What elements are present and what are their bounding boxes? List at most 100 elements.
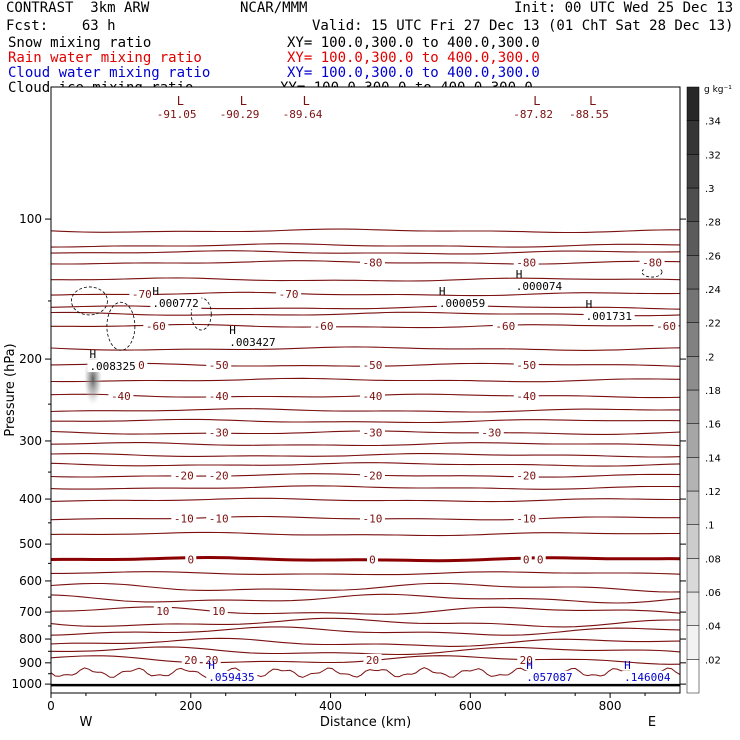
contour-label-bg xyxy=(517,653,536,667)
low-label-bg xyxy=(567,108,614,120)
snow-contour xyxy=(106,301,136,351)
temperature-contour xyxy=(50,593,681,604)
colorbar-swatch xyxy=(686,221,700,256)
temperature-contour-label: 20 xyxy=(184,654,197,667)
field-xy-cloud-water: XY= 100.0,300.0 to 400.0,300.0 xyxy=(287,65,540,81)
y-tick-label: 1000 xyxy=(11,677,42,691)
snow-high-label-bg xyxy=(227,336,279,349)
colorbar-swatch xyxy=(686,322,700,357)
temperature-contour-label: -40 xyxy=(209,390,229,403)
temperature-contour-label: -10 xyxy=(516,512,536,525)
temperature-contour xyxy=(50,485,681,490)
colorbar-swatch xyxy=(686,154,700,189)
snow-high-marker: H xyxy=(516,268,523,281)
colorbar-label: .02 xyxy=(705,655,721,666)
low-value: -90.29 xyxy=(220,108,260,121)
colorbar-swatch xyxy=(686,120,700,155)
snow-high-label-bg xyxy=(436,296,488,309)
contour-label-bg xyxy=(363,653,382,667)
header-fcst: Fcst: 63 h xyxy=(6,18,116,34)
colorbar-label: .32 xyxy=(705,150,721,161)
colorbar-label: .16 xyxy=(705,420,721,431)
header-org: NCAR/MMM xyxy=(240,0,308,16)
contour-label-bg xyxy=(311,320,337,334)
temperature-contour-label: -10 xyxy=(174,512,194,525)
y-tick-label: 200 xyxy=(19,352,42,366)
temperature-contour-label: -10 xyxy=(209,512,229,525)
contour-label-bg xyxy=(513,256,539,270)
field-label-snow: Snow mixing ratio xyxy=(8,35,152,51)
temperature-contour-label: 0 xyxy=(369,553,376,566)
temperature-contour-label: -80 xyxy=(363,257,383,270)
temperature-contour-label: -80 xyxy=(642,257,662,270)
temperature-contour-label: -40 xyxy=(111,390,131,403)
temperature-contour xyxy=(50,346,681,351)
ice-high-marker: H xyxy=(89,348,96,361)
temperature-contour-label: 20 xyxy=(366,654,379,667)
temperature-contour xyxy=(50,243,681,248)
contour-label-bg xyxy=(366,553,378,567)
low-marker: L xyxy=(240,94,247,108)
colorbar-swatch xyxy=(686,558,700,593)
field-label-cloud-water: Cloud water mixing ratio xyxy=(8,65,211,81)
temperature-contour-label: -80 xyxy=(516,257,536,270)
temperature-contour--70 xyxy=(50,291,681,297)
contour-label-bg xyxy=(209,605,228,619)
contour-label-bg xyxy=(639,256,665,270)
temperature-contour-label: -20 xyxy=(516,470,536,483)
contour-label-bg xyxy=(359,469,385,483)
temperature-contour-label: 20 xyxy=(520,654,533,667)
temperature-contour-label: -70 xyxy=(279,288,299,301)
colorbar-swatch xyxy=(686,457,700,492)
y-axis-label: Pressure (hPa) xyxy=(3,343,18,436)
y-tick-label: 400 xyxy=(19,492,42,506)
colorbar-label: .04 xyxy=(705,622,721,633)
temperature-contour-label: -10 xyxy=(363,512,383,525)
snow-high-label-bg xyxy=(150,296,202,309)
temperature-contour-label: -30 xyxy=(363,427,383,440)
colorbar-label: .28 xyxy=(705,218,721,229)
temperature-contour-label: 10 xyxy=(156,605,169,618)
y-tick-label: 100 xyxy=(19,212,42,226)
temperature-contour-label: -50 xyxy=(209,359,229,372)
colorbar-unit: g kg⁻¹ xyxy=(704,85,732,95)
low-label-bg xyxy=(154,108,201,120)
colorbar-label: .06 xyxy=(705,588,721,599)
contour-label-bg xyxy=(359,359,385,373)
temperature-contour-label: 20 xyxy=(205,654,218,667)
cloud-water-high-label-bg xyxy=(622,670,674,683)
contour-label-bg xyxy=(181,653,200,667)
contour-label-bg xyxy=(171,469,197,483)
snow-high-label-bg xyxy=(583,309,635,322)
contour-label-bg xyxy=(202,653,221,667)
cloud-water-contour xyxy=(50,667,681,679)
temperature-contour xyxy=(51,277,681,282)
temperature-contour-label: -50 xyxy=(516,359,536,372)
low-marker: L xyxy=(177,94,184,108)
contour-label-bg xyxy=(108,389,134,403)
contour-label-bg xyxy=(513,359,539,373)
colorbar-label: .22 xyxy=(705,319,721,330)
temperature-contour xyxy=(50,250,681,255)
contour-label-bg xyxy=(206,469,232,483)
colorbar-swatch xyxy=(686,187,700,222)
colorbar-swatch xyxy=(686,490,700,525)
snow-high-marker: H xyxy=(229,324,236,337)
contour-label-bg xyxy=(153,605,172,619)
colorbar-label: .18 xyxy=(705,386,721,397)
temperature-contour-label: -60 xyxy=(314,320,334,333)
x-tick-label: 400 xyxy=(319,699,342,713)
low-marker: L xyxy=(533,94,540,108)
cloud-water-high-marker: H xyxy=(208,659,215,672)
colorbar-swatch xyxy=(686,591,700,626)
snow-high-value: .001731 xyxy=(586,310,632,323)
colorbar-swatch xyxy=(686,356,700,391)
east-label: E xyxy=(648,715,656,730)
low-label-bg xyxy=(280,108,327,120)
y-tick-label: 900 xyxy=(19,656,42,670)
snow-high-value: .000059 xyxy=(439,297,485,310)
x-tick-label: 0 xyxy=(47,699,55,713)
header-model: CONTRAST 3km ARW xyxy=(6,0,150,16)
contour-label-bg xyxy=(513,512,539,526)
